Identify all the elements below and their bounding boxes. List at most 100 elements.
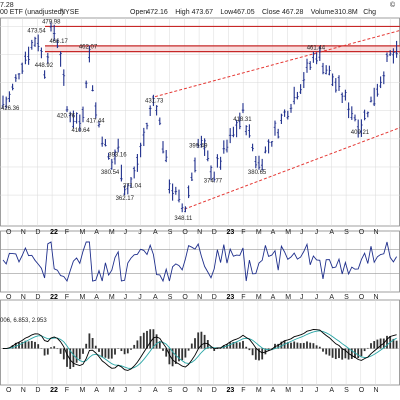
x-tick-label: M: [256, 229, 262, 236]
macd-histogram-bar: [14, 342, 17, 349]
macd-histogram-bar: [210, 347, 212, 349]
macd-histogram-bar: [62, 348, 65, 360]
x-tick-label: S: [344, 294, 349, 301]
rsi-line: [2, 241, 397, 283]
macd-histogram-bar: [123, 348, 126, 355]
x-tick-label: M: [109, 387, 115, 394]
price-label: 399.49: [189, 144, 208, 150]
x-tick-label: D: [212, 387, 217, 394]
macd-histogram-bar: [120, 348, 123, 352]
macd-histogram-bar: [347, 348, 350, 360]
x-tick-label: N: [21, 294, 26, 301]
macd-histogram-bar: [27, 341, 30, 349]
stat-label: Low: [220, 9, 234, 16]
macd-histogram-bar: [248, 348, 251, 351]
price-label: 431.73: [145, 98, 164, 104]
exchange-label: NYSE: [60, 9, 79, 16]
macd-histogram-bar: [258, 348, 260, 361]
x-tick-label: A: [153, 229, 158, 236]
x-tick-label: A: [94, 387, 99, 394]
x-tick-label: J: [315, 229, 319, 236]
price-label: 362.17: [116, 196, 135, 202]
x-tick-label: S: [168, 229, 173, 236]
stat-label: Close: [262, 9, 280, 16]
price-label: 426.36: [1, 106, 20, 112]
macd-legend-text: 006, 6.853, 2.953: [0, 318, 47, 324]
stat-label: Volume: [311, 9, 334, 16]
macd-histogram-bar: [72, 348, 75, 368]
price-label: 380.54: [101, 170, 120, 176]
macd-histogram-bar: [277, 343, 280, 349]
x-tick-label: 23: [227, 229, 235, 236]
macd-histogram-bar: [290, 342, 292, 349]
macd-histogram-bar: [91, 338, 94, 349]
macd-histogram-bar: [37, 344, 40, 349]
x-tick-label: J: [300, 229, 304, 236]
macd-histogram-bar: [146, 330, 148, 349]
x-tick-label: J: [315, 294, 319, 301]
macd-histogram-bar: [318, 346, 321, 349]
x-tick-label: J: [300, 387, 304, 394]
x-tick-label: O: [359, 294, 365, 301]
macd-histogram-bar: [184, 348, 187, 358]
symbol-label: 00 ETF (unadjusted): [0, 9, 64, 16]
x-tick-label: N: [197, 294, 202, 301]
macd-histogram-bar: [254, 348, 257, 360]
x-tick-label: A: [271, 229, 276, 236]
x-tick-label: N: [197, 387, 202, 394]
price-label: 466.17: [49, 39, 68, 45]
macd-histogram-bar: [306, 341, 308, 349]
macd-histogram-bar: [312, 343, 315, 349]
macd-histogram-bar: [309, 342, 312, 349]
x-axis: O O O N N N D D D 22 22 22 F F F M M M A A A M M M J J J J J J A A A S S S O…: [6, 229, 379, 394]
macd-histogram-bar: [373, 341, 376, 349]
x-tick-label: 23: [227, 294, 235, 301]
macd-histogram-bar: [46, 348, 49, 355]
macd-histogram-bar: [197, 332, 200, 349]
x-tick-label: A: [329, 229, 334, 236]
macd-histogram-bar: [82, 348, 84, 354]
macd-histogram-bar: [376, 339, 379, 349]
macd-histogram-bar: [59, 348, 62, 354]
macd-histogram-bar: [232, 341, 235, 349]
left-price-text: 7.28: [0, 2, 14, 9]
macd-histogram-bar: [206, 340, 209, 349]
macd-histogram-bar: [331, 348, 334, 358]
x-tick-label: O: [182, 294, 188, 301]
x-tick-label: N: [374, 294, 379, 301]
macd-histogram-bar: [85, 343, 88, 349]
macd-histogram-bar: [136, 340, 139, 349]
macd-histogram-bar: [325, 348, 328, 355]
x-tick-label: J: [315, 387, 319, 394]
x-tick-label: N: [21, 387, 26, 394]
macd-histogram-bar: [251, 348, 254, 356]
stat-value: 310.8M: [334, 9, 358, 16]
x-tick-label: O: [359, 229, 365, 236]
x-tick-label: O: [6, 387, 12, 394]
macd-histogram-bar: [18, 342, 20, 349]
x-tick-label: M: [256, 387, 262, 394]
x-tick-label: M: [285, 294, 291, 301]
macd-histogram-bar: [24, 340, 27, 349]
macd-histogram-bar: [78, 348, 81, 360]
macd-histogram-bar: [363, 348, 366, 352]
macd-histogram-bar: [341, 348, 344, 360]
macd-histogram-bar: [261, 348, 264, 360]
macd-histogram-bar: [386, 335, 388, 349]
x-tick-label: M: [80, 229, 86, 236]
x-tick-label: A: [271, 387, 276, 394]
x-tick-label: S: [168, 294, 173, 301]
macd-histogram-bar: [75, 348, 78, 363]
x-tick-label: A: [153, 294, 158, 301]
trend-channel-lower: [184, 127, 400, 210]
x-tick-label: O: [182, 387, 188, 394]
price-label: 410.64: [72, 128, 91, 134]
price-label: 461.44: [307, 46, 326, 52]
macd-histogram-bar: [126, 348, 129, 354]
macd-histogram-bar: [238, 342, 241, 349]
macd-histogram-bar: [165, 348, 168, 357]
stat-value: 467.05: [233, 9, 255, 16]
macd-histogram-bar: [194, 338, 196, 349]
